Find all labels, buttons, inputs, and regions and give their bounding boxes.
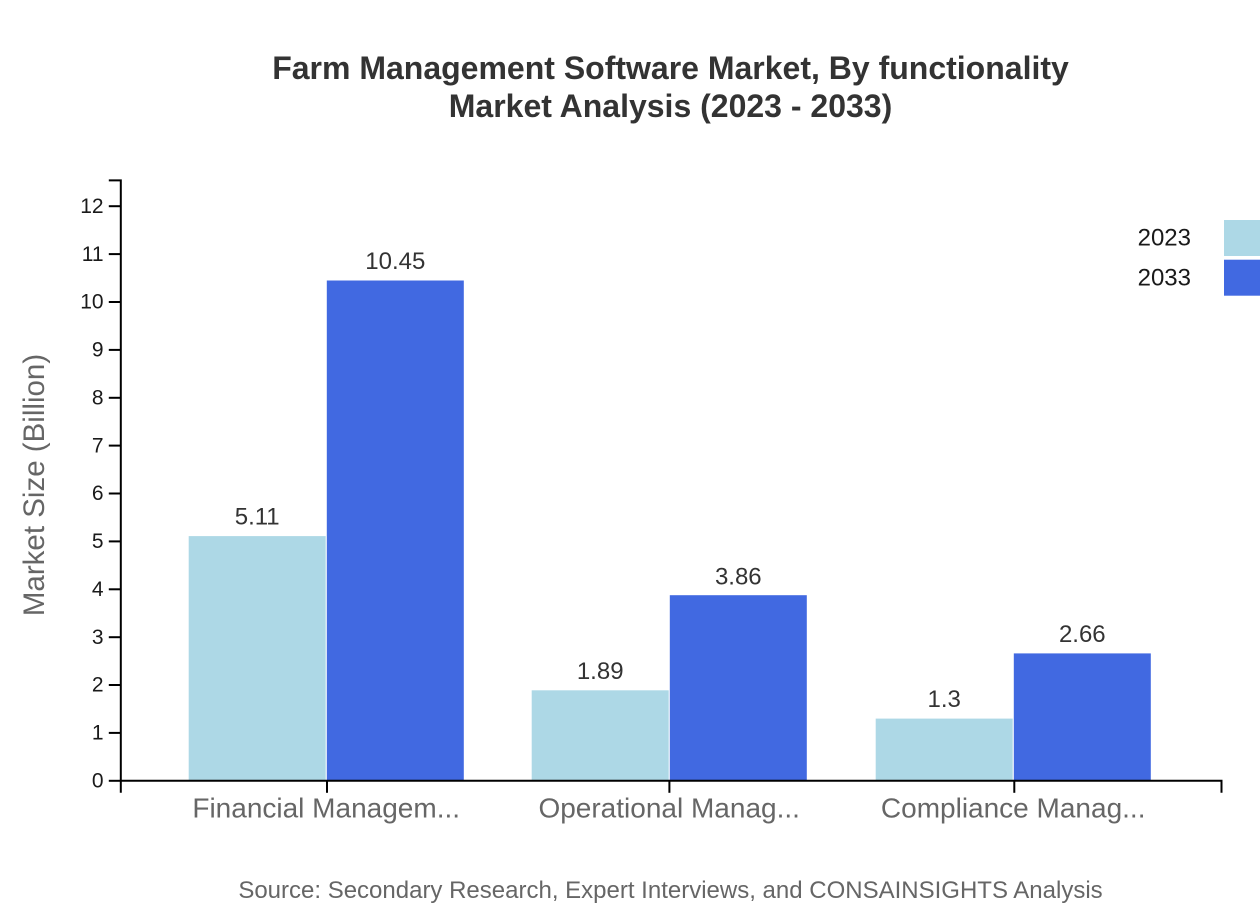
svg-text:1.89: 1.89	[577, 658, 624, 685]
svg-text:2.66: 2.66	[1059, 621, 1106, 648]
svg-text:10: 10	[80, 291, 103, 314]
svg-text:Market Analysis (2023 - 2033): Market Analysis (2023 - 2033)	[449, 88, 893, 124]
svg-text:3: 3	[92, 626, 104, 649]
svg-text:5.11: 5.11	[235, 504, 280, 531]
svg-text:2033: 2033	[1138, 265, 1191, 292]
svg-text:11: 11	[82, 243, 104, 266]
svg-text:9: 9	[92, 339, 104, 362]
svg-text:Market Size (Billion): Market Size (Billion)	[18, 354, 51, 616]
svg-text:2023: 2023	[1138, 225, 1191, 252]
svg-text:1.3: 1.3	[928, 686, 961, 713]
svg-text:Farm Management Software Marke: Farm Management Software Market, By func…	[272, 50, 1069, 86]
svg-text:8: 8	[92, 387, 104, 410]
svg-text:Financial Managem...: Financial Managem...	[192, 793, 460, 824]
svg-text:4: 4	[92, 578, 104, 601]
svg-text:2: 2	[92, 674, 104, 697]
svg-text:1: 1	[92, 722, 104, 745]
svg-text:12: 12	[80, 195, 103, 218]
svg-text:Operational Manag...: Operational Manag...	[538, 793, 800, 824]
svg-text:6: 6	[92, 482, 104, 505]
svg-text:0: 0	[92, 770, 104, 793]
svg-text:Compliance Manag...: Compliance Manag...	[881, 793, 1146, 824]
svg-text:5: 5	[92, 530, 104, 553]
svg-text:10.45: 10.45	[365, 248, 425, 275]
svg-text:Source: Secondary Research, Ex: Source: Secondary Research, Expert Inter…	[238, 877, 1102, 904]
svg-text:3.86: 3.86	[715, 564, 762, 591]
svg-text:7: 7	[92, 434, 104, 457]
